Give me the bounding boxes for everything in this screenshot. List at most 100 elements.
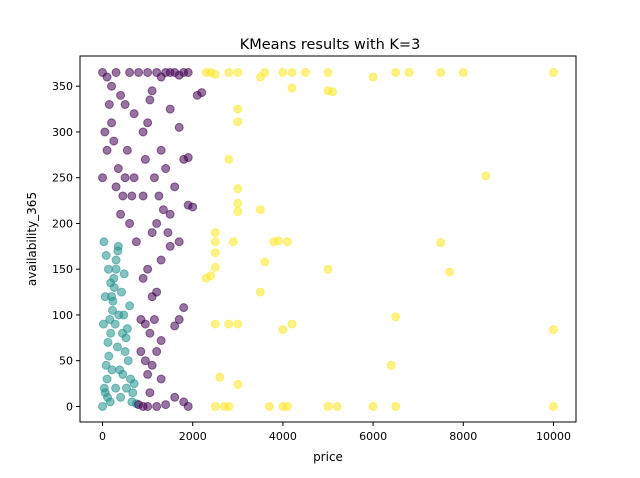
cluster-0-point-26 xyxy=(101,250,111,260)
cluster-2-point-13 xyxy=(404,67,414,77)
cluster-2-point-27 xyxy=(255,205,265,215)
cluster-1-point-65 xyxy=(111,182,121,192)
cluster-2-point-60 xyxy=(332,401,342,411)
cluster-1-point-9 xyxy=(138,127,148,137)
cluster-1-point-7 xyxy=(129,109,139,119)
cluster-2-point-50 xyxy=(386,360,396,370)
cluster-0-point-16 xyxy=(113,246,123,256)
cluster-0-point-39 xyxy=(98,319,108,329)
cluster-1-point-82 xyxy=(143,118,153,128)
cluster-0-point-47 xyxy=(119,269,129,279)
cluster-1-point-84 xyxy=(149,173,159,183)
cluster-1-point-61 xyxy=(120,173,130,183)
points-layer xyxy=(98,67,558,411)
cluster-0-point-12 xyxy=(106,328,116,338)
cluster-0-point-17 xyxy=(116,392,126,402)
cluster-2-point-37 xyxy=(210,262,220,272)
cluster-1-point-76 xyxy=(149,315,159,325)
cluster-1-point-10 xyxy=(143,67,153,77)
x-tick-label: 4000 xyxy=(269,430,297,443)
cluster-1-point-70 xyxy=(100,127,110,137)
cluster-1-point-46 xyxy=(156,374,166,384)
cluster-1-point-60 xyxy=(122,145,132,155)
cluster-1-point-50 xyxy=(161,400,171,410)
cluster-2-point-48 xyxy=(278,325,288,335)
cluster-0-point-15 xyxy=(111,264,121,274)
cluster-1-point-79 xyxy=(145,388,155,398)
plot-frame xyxy=(79,55,577,423)
cluster-0-point-31 xyxy=(112,342,122,352)
cluster-1-point-8 xyxy=(134,67,144,77)
cluster-2-point-61 xyxy=(368,401,378,411)
cluster-1-point-69 xyxy=(102,145,112,155)
cluster-1-point-80 xyxy=(138,191,148,201)
cluster-1-point-44 xyxy=(147,360,157,370)
cluster-1-point-29 xyxy=(165,209,175,219)
cluster-1-point-11 xyxy=(147,86,157,96)
cluster-1-point-1 xyxy=(102,72,112,82)
cluster-1-point-54 xyxy=(134,400,144,410)
cluster-1-point-81 xyxy=(140,154,150,164)
cluster-1-point-20 xyxy=(165,104,175,114)
x-tick-label: 6000 xyxy=(359,430,387,443)
cluster-1-point-42 xyxy=(156,336,166,346)
cluster-1-point-25 xyxy=(161,164,171,174)
cluster-0-point-3 xyxy=(103,337,113,347)
y-tick-label: 300 xyxy=(52,126,73,139)
cluster-2-point-62 xyxy=(391,401,401,411)
cluster-2-point-59 xyxy=(323,401,333,411)
cluster-2-point-15 xyxy=(458,67,468,77)
cluster-2-point-45 xyxy=(224,319,234,329)
cluster-2-point-29 xyxy=(210,237,220,247)
cluster-1-point-85 xyxy=(154,191,164,201)
cluster-2-point-6 xyxy=(260,67,270,77)
y-tick-label: 250 xyxy=(52,172,73,185)
cluster-1-point-86 xyxy=(158,205,168,215)
cluster-2-point-39 xyxy=(445,267,455,277)
cluster-0-point-7 xyxy=(111,255,121,265)
cluster-1-point-78 xyxy=(140,356,150,366)
cluster-0-point-46 xyxy=(117,328,127,338)
cluster-1-point-71 xyxy=(98,173,108,183)
cluster-2-point-3 xyxy=(224,67,234,77)
cluster-1-point-38 xyxy=(152,287,162,297)
cluster-0-point-29 xyxy=(108,296,118,306)
cluster-2-point-10 xyxy=(323,67,333,77)
cluster-1-point-56 xyxy=(131,237,141,247)
cluster-2-point-2 xyxy=(210,69,220,79)
cluster-1-point-63 xyxy=(116,209,126,219)
cluster-0-point-30 xyxy=(110,319,120,329)
cluster-2-point-8 xyxy=(287,67,297,77)
cluster-1-point-66 xyxy=(109,136,119,146)
cluster-1-point-32 xyxy=(174,237,184,247)
cluster-0-point-13 xyxy=(107,305,117,315)
cluster-0-point-25 xyxy=(99,237,109,247)
cluster-2-point-42 xyxy=(255,287,265,297)
y-tick-label: 200 xyxy=(52,217,73,230)
cluster-1-point-58 xyxy=(127,191,137,201)
cluster-1-point-64 xyxy=(113,164,123,174)
cluster-2-point-25 xyxy=(233,198,243,208)
cluster-2-point-63 xyxy=(548,401,558,411)
cluster-1-point-47 xyxy=(170,392,180,402)
cluster-0-point-2 xyxy=(101,360,111,370)
cluster-0-point-43 xyxy=(107,365,117,375)
cluster-0-point-28 xyxy=(106,278,116,288)
cluster-0-point-48 xyxy=(121,383,131,393)
cluster-1-point-67 xyxy=(107,118,117,128)
y-tick-label: 50 xyxy=(59,355,73,368)
cluster-2-point-28 xyxy=(210,228,220,238)
cluster-1-point-35 xyxy=(143,264,153,274)
cluster-2-point-16 xyxy=(548,67,558,77)
y-tick-label: 0 xyxy=(66,400,73,413)
cluster-2-point-41 xyxy=(206,271,216,281)
cluster-1-point-87 xyxy=(163,228,173,238)
cluster-1-point-21 xyxy=(174,122,184,132)
cluster-0-point-36 xyxy=(123,356,133,366)
cluster-2-point-34 xyxy=(436,238,446,248)
cluster-1-point-57 xyxy=(129,173,139,183)
cluster-1-point-77 xyxy=(136,347,146,357)
cluster-1-point-83 xyxy=(145,95,155,105)
cluster-0-point-40 xyxy=(100,292,110,302)
